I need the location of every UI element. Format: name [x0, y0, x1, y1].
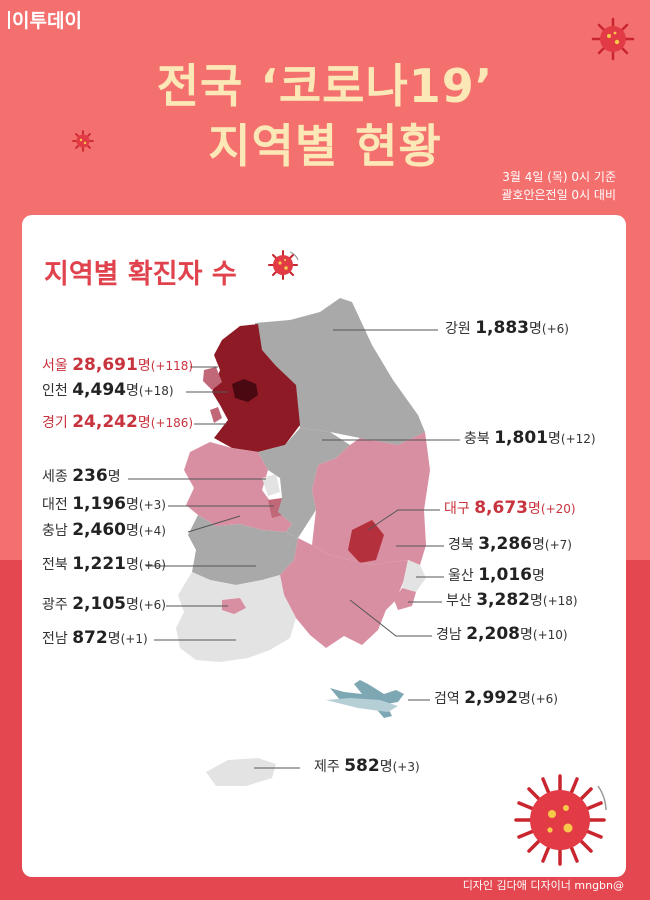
main-title-line1: 전국 ‘코로나19’ — [156, 59, 494, 113]
label-gangwon: 강원 1,883명(+6) — [445, 318, 569, 338]
region-gyeongbuk — [312, 432, 430, 565]
basis-compare: 괄호안은전일 0시 대비 — [501, 188, 616, 202]
credit-text: 디자인 김다애 디자이너 mngbn@ — [462, 879, 624, 892]
label-jeonbuk: 전북 1,221명(+6) — [42, 554, 166, 574]
label-gyeonggi: 경기 24,242명(+186) — [42, 412, 194, 432]
region-jeju — [206, 758, 276, 786]
airplane-icon — [326, 680, 404, 718]
basis-note: 3월 4일 (목) 0시 기준 괄호안은전일 0시 대비 — [501, 168, 616, 204]
label-jeju: 제주 582명(+3) — [314, 756, 420, 776]
card-title: 지역별 확진자 수 — [44, 259, 237, 290]
region-ulsan — [402, 560, 426, 592]
label-chungbuk: 충북 1,801명(+12) — [464, 428, 596, 448]
region-busan — [394, 588, 416, 610]
label-chungnam: 충남 2,460명(+4) — [42, 520, 166, 540]
label-jeonnam: 전남 872명(+1) — [42, 628, 148, 648]
label-gwangju: 광주 2,105명(+6) — [42, 594, 166, 614]
brand-logo: 이투데이 — [8, 6, 82, 33]
virus-icon — [514, 774, 607, 866]
label-busan: 부산 3,282명(+18) — [446, 590, 578, 610]
label-quarantine: 검역 2,992명(+6) — [434, 688, 558, 708]
label-gyeongnam: 경남 2,208명(+10) — [436, 624, 568, 644]
label-daejeon: 대전 1,196명(+3) — [42, 494, 166, 514]
label-gyeongbuk: 경북 3,286명(+7) — [448, 534, 572, 554]
main-title-line2: 지역별 현황 — [208, 119, 442, 173]
virus-icon — [268, 250, 299, 280]
label-sejong: 세종 236명 — [42, 466, 121, 486]
region-sejong — [262, 474, 280, 496]
region-seoul — [232, 379, 258, 402]
region-chungbuk — [258, 428, 350, 538]
label-ulsan: 울산 1,016명 — [448, 565, 545, 585]
region-chungnam — [184, 442, 292, 532]
label-daegu: 대구 8,673명(+20) — [444, 498, 576, 518]
label-seoul: 서울 28,691명(+118) — [42, 355, 194, 375]
region-incheon — [203, 367, 222, 390]
virus-icon — [591, 17, 635, 61]
region-jeonbuk — [188, 515, 298, 585]
region-jeonnam — [176, 572, 296, 662]
label-incheon: 인천 4,494명(+18) — [42, 380, 174, 400]
region-incheon-island — [210, 407, 222, 423]
region-gwangju — [222, 598, 246, 614]
basis-date: 3월 4일 (목) 0시 기준 — [502, 170, 616, 184]
region-daegu — [348, 520, 384, 563]
virus-icon — [72, 130, 94, 152]
